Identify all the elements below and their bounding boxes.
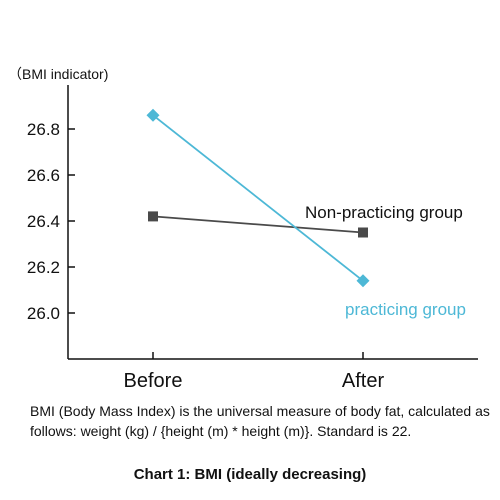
series-point-1-0	[146, 108, 160, 122]
bmi-line-chart: 26.0 26.2 26.4 26.6 26.8 Before After Non-prac…	[27, 85, 478, 390]
chart-title: Chart 1: BMI (ideally decreasing)	[133, 466, 367, 483]
series-markers	[146, 108, 370, 288]
x-category-label: After	[342, 370, 385, 390]
series-point-0-0	[148, 211, 158, 222]
x-category-label: Before	[124, 370, 183, 390]
series-line-0	[152, 215, 364, 234]
chart-axes: 26.0 26.2 26.4 26.6 26.8 Before After	[27, 85, 478, 390]
y-tick-label: 26.0	[27, 304, 60, 323]
y-tick-label: 26.6	[27, 166, 60, 185]
series-label-1: practicing group	[345, 300, 466, 319]
y-tick-label: 26.8	[27, 120, 60, 139]
series-point-0-1	[358, 227, 368, 238]
series-label-0: Non-practicing group	[305, 203, 463, 222]
y-tick-label: 26.2	[27, 258, 60, 277]
y-axis-unit-label: （BMI indicator)	[8, 66, 109, 82]
chart-caption: BMI (Body Mass Index) is the universal m…	[30, 403, 490, 439]
series-line-1	[152, 114, 364, 282]
series-point-1-1	[356, 274, 370, 288]
y-tick-label: 26.4	[27, 212, 60, 231]
series-labels: Non-practicing group practicing group	[305, 203, 466, 319]
series-lines	[152, 114, 364, 282]
